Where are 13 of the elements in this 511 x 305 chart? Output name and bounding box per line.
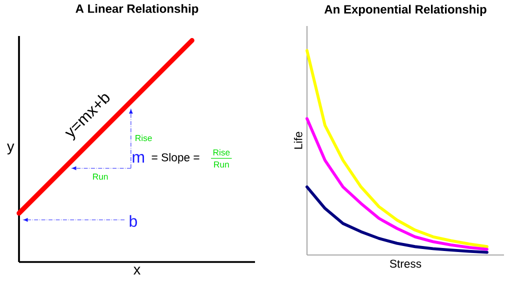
annotation: Rise — [136, 134, 152, 142]
y-axis-title: Life — [294, 132, 302, 149]
chart-title: A Linear Relationship — [76, 4, 198, 16]
annotation: Rise — [213, 149, 230, 156]
annotation: m — [132, 154, 144, 163]
x-axis-title: Stress — [390, 260, 422, 268]
annotation: Run — [214, 161, 229, 168]
y-axis-title: y — [7, 144, 14, 154]
annotation: b — [130, 215, 137, 227]
annotation: = Slope = — [152, 153, 200, 164]
chart-title: An Exponential Relationship — [324, 4, 486, 16]
annotation: Run — [93, 174, 108, 180]
x-axis-title: x — [134, 266, 141, 274]
